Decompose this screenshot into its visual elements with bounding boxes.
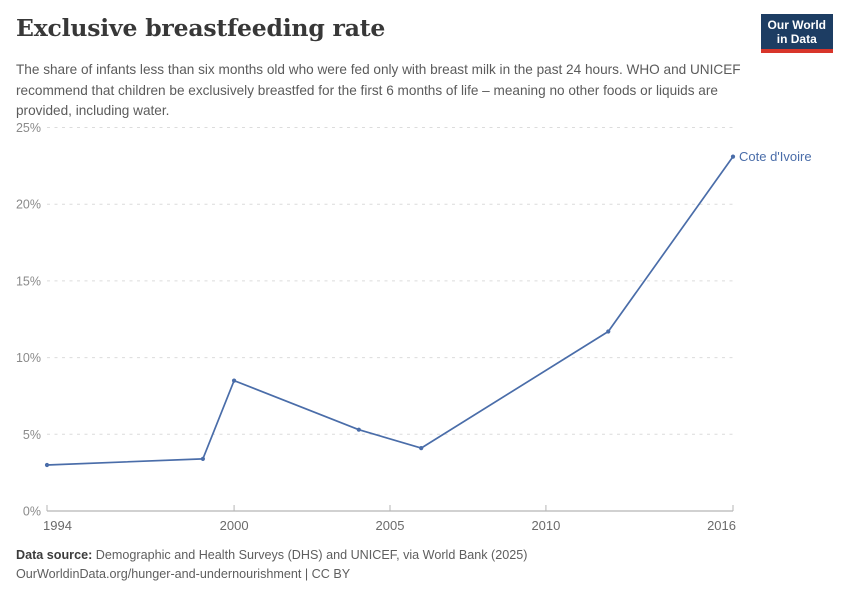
owid-logo-line1: Our World [767, 18, 826, 32]
data-point-1994[interactable] [44, 462, 50, 468]
footer-link[interactable]: OurWorldinData.org/hunger-and-undernouri… [16, 567, 302, 581]
chart-footer: Data source: Demographic and Health Surv… [16, 546, 816, 584]
data-point-1999[interactable] [200, 456, 206, 461]
ytick-label-10: 10% [16, 351, 41, 365]
xtick-label-2000: 2000 [220, 518, 249, 533]
license-text: | CC BY [301, 567, 351, 581]
owid-logo-line2: in Data [776, 32, 817, 46]
owid-logo[interactable]: Our World in Data [760, 14, 833, 53]
series-end-label: Cote d'Ivoire [739, 149, 812, 164]
footer-link-line: OurWorldinData.org/hunger-and-undernouri… [16, 565, 816, 584]
data-point-2004[interactable] [356, 427, 361, 432]
ytick-label-5: 5% [23, 428, 41, 442]
data-source-text: Demographic and Health Surveys (DHS) and… [92, 548, 528, 562]
xtick-label-2016: 2016 [707, 518, 736, 533]
chart-canvas[interactable]: 0% 5% 10% 15% 20% 25% 1994 2000 2005 2010 2016 Cote… [0, 110, 850, 540]
xtick-label-2005: 2005 [376, 518, 405, 533]
data-point-2000[interactable] [231, 378, 237, 383]
data-point-2012[interactable] [606, 329, 611, 334]
xtick-label-2010: 2010 [531, 518, 560, 533]
data-line[interactable] [46, 155, 734, 466]
data-point-2016[interactable] [730, 154, 736, 159]
ytick-label-0: 0% [23, 505, 41, 519]
data-source-label: Data source: [16, 548, 93, 562]
data-source-line: Data source: Demographic and Health Surv… [16, 546, 816, 565]
chart-title: Exclusive breastfeeding rate [16, 14, 386, 42]
data-point-2006[interactable] [419, 446, 424, 451]
ytick-label-15: 15% [16, 274, 41, 288]
ytick-label-25: 25% [16, 121, 41, 135]
chart-subtitle: The share of infants less than six month… [16, 62, 741, 118]
xtick-label-1994: 1994 [43, 518, 72, 533]
ytick-label-20: 20% [16, 198, 41, 212]
